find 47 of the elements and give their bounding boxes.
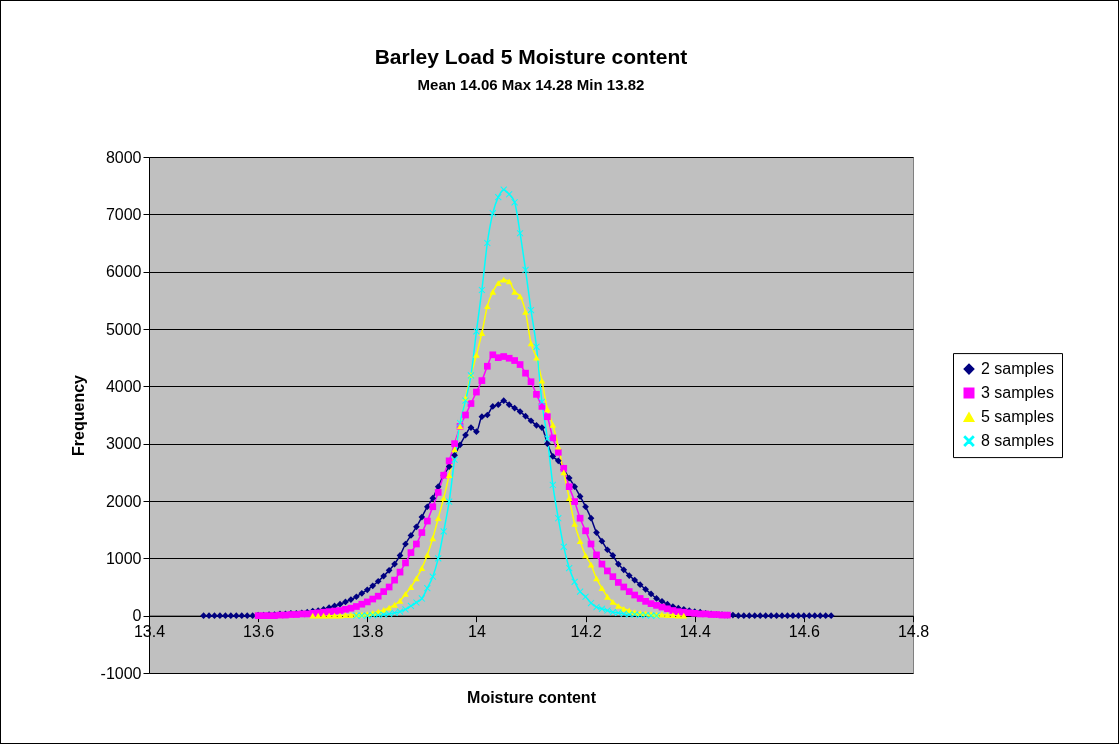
y-tick-label: 5000	[105, 320, 142, 338]
point	[571, 578, 579, 586]
point	[445, 498, 453, 505]
point	[500, 186, 508, 194]
point	[516, 229, 524, 237]
x-tick-label: 13.8	[352, 623, 384, 641]
y-tick-label: 4000	[105, 377, 142, 395]
point	[423, 584, 431, 592]
legend-label: 3 samples	[981, 384, 1054, 402]
y-tick-label: -1000	[100, 664, 142, 682]
chart-title: Barley Load 5 Moisture content	[374, 45, 688, 68]
x-tick-label: 14.4	[679, 623, 711, 641]
point	[494, 193, 502, 201]
legend-label: 5 samples	[981, 408, 1054, 426]
point	[418, 595, 426, 602]
point	[434, 554, 442, 562]
x-tick-label: 14	[468, 623, 486, 641]
point	[560, 543, 568, 551]
x-tick-label: 13.6	[243, 623, 275, 641]
point	[576, 588, 584, 595]
chart-subtitle: Mean 14.06 Max 14.28 Min 13.82	[417, 76, 645, 93]
y-tick-label: 0	[132, 607, 142, 625]
x-tick-label: 14.2	[570, 623, 602, 641]
x-tick-label: 14.8	[897, 623, 930, 641]
y-tick-label: 2000	[105, 492, 142, 510]
x-axis-title: Moisture content	[467, 689, 597, 707]
point	[609, 608, 617, 616]
point	[554, 514, 562, 522]
point	[391, 609, 398, 617]
legend-label: 8 samples	[981, 432, 1054, 450]
point	[483, 239, 491, 247]
point	[593, 603, 600, 611]
legend-label: 2 samples	[981, 360, 1054, 378]
y-tick-label: 3000	[105, 435, 142, 453]
y-tick-label: 1000	[105, 549, 142, 567]
point	[429, 573, 437, 581]
y-axis-title: Frequency	[69, 374, 87, 456]
y-tick-label: 7000	[105, 205, 142, 223]
x-tick-label: 14.6	[788, 623, 821, 641]
point	[489, 209, 497, 217]
point	[396, 608, 404, 616]
point	[614, 609, 622, 617]
point	[505, 190, 513, 198]
point	[522, 266, 529, 274]
point	[511, 198, 518, 206]
y-tick-label: 8000	[105, 148, 142, 166]
y-tick-label: 6000	[105, 263, 142, 281]
